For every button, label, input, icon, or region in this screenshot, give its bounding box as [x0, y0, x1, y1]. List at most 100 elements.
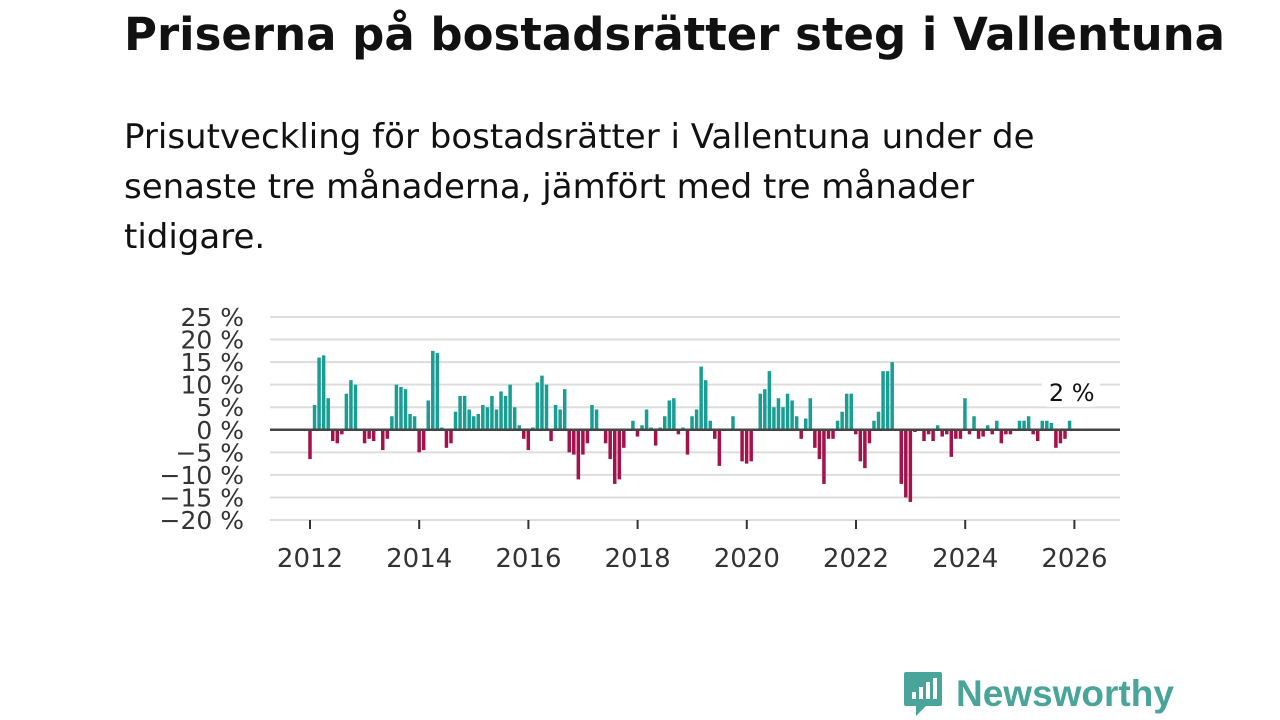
- bar: [335, 429, 340, 444]
- bar: [744, 429, 749, 464]
- bar: [1049, 423, 1054, 430]
- bar: [1022, 420, 1026, 430]
- bar: [512, 407, 517, 430]
- bar: [804, 418, 808, 430]
- bar: [1026, 416, 1031, 430]
- bar: [904, 429, 908, 498]
- y-tick-label: −5 %: [175, 438, 244, 467]
- bar: [617, 429, 622, 480]
- bar: [749, 429, 753, 462]
- bar: [622, 429, 626, 448]
- bar: [581, 429, 585, 455]
- bar: [858, 429, 863, 462]
- bar: [908, 429, 913, 502]
- bar: [390, 416, 394, 430]
- brand-name: Newsworthy: [956, 673, 1174, 714]
- bar: [544, 384, 549, 430]
- bar: [321, 355, 326, 430]
- bar: [308, 429, 312, 460]
- bar: [576, 429, 581, 480]
- bar: [676, 429, 681, 435]
- bar: [790, 400, 794, 430]
- bar: [417, 429, 421, 453]
- bar: [885, 371, 890, 430]
- bar: [590, 404, 594, 430]
- bar: [603, 429, 608, 444]
- bar: [781, 407, 785, 430]
- bar: [562, 389, 567, 430]
- bar: [503, 395, 508, 430]
- bar: [967, 429, 972, 435]
- bar: [835, 420, 840, 430]
- bar: [690, 416, 694, 430]
- bar: [817, 429, 822, 460]
- bar: [694, 409, 699, 430]
- bar: [522, 429, 526, 439]
- bar: [958, 429, 963, 439]
- bar: [517, 425, 521, 430]
- bar: [776, 398, 781, 430]
- bar: [394, 384, 399, 430]
- bar: [1004, 429, 1008, 435]
- y-tick-label: −20 %: [160, 506, 244, 535]
- bar: [553, 404, 558, 430]
- bar: [985, 425, 990, 430]
- bar: [758, 393, 763, 430]
- bar: [412, 416, 417, 430]
- bar: [1008, 429, 1013, 435]
- bar: [876, 411, 881, 430]
- bar: [367, 429, 371, 439]
- bar: [840, 411, 844, 430]
- bar: [444, 429, 449, 448]
- bar: [844, 393, 849, 430]
- bar: [349, 380, 353, 430]
- bar: [481, 404, 485, 430]
- bar: [731, 416, 735, 430]
- bar: [558, 409, 562, 430]
- bar: [362, 429, 367, 444]
- bar: [631, 420, 635, 430]
- bar: [508, 384, 512, 430]
- y-tick-label: −15 %: [160, 483, 244, 512]
- annotation-background: [1041, 374, 1100, 407]
- y-tick-label: 25 %: [180, 303, 244, 332]
- x-tick-label: 2014: [386, 544, 452, 574]
- chart-subtitle: Prisutveckling för bostadsrätter i Valle…: [124, 117, 1035, 257]
- bar: [330, 429, 335, 442]
- x-tick-label: 2020: [714, 544, 780, 574]
- bar: [772, 407, 776, 430]
- grid-lines: [270, 316, 1120, 521]
- bar: [703, 380, 708, 430]
- bar: [981, 429, 985, 437]
- bar: [1017, 420, 1022, 430]
- y-tick-label: 0 %: [196, 416, 244, 445]
- bar: [1067, 420, 1072, 430]
- bar: [549, 429, 553, 442]
- y-tick-label: 15 %: [180, 348, 244, 377]
- bar: [763, 389, 767, 430]
- bar: [1040, 420, 1045, 430]
- bar: [945, 429, 949, 435]
- x-axis: 2012 2014 2016 2018 2020 2022 2024 2026: [277, 520, 1107, 574]
- bars: [308, 350, 1072, 502]
- bar: [963, 398, 967, 430]
- bar: [403, 389, 408, 430]
- bar: [949, 429, 954, 457]
- bar: [535, 382, 540, 430]
- bar: [408, 413, 412, 430]
- annotation-label: 2 %: [1049, 379, 1095, 407]
- bar: [717, 429, 722, 466]
- bar: [972, 416, 976, 430]
- bar: [999, 429, 1004, 444]
- bar: [435, 353, 440, 430]
- bar: [890, 362, 894, 430]
- bar: [808, 398, 813, 430]
- bar: [926, 429, 931, 435]
- bar: [1031, 429, 1035, 435]
- bar: [863, 429, 867, 469]
- bar: [344, 393, 349, 430]
- newsworthy-logo-icon: [904, 672, 942, 716]
- bar: [922, 429, 926, 442]
- bar: [612, 429, 617, 484]
